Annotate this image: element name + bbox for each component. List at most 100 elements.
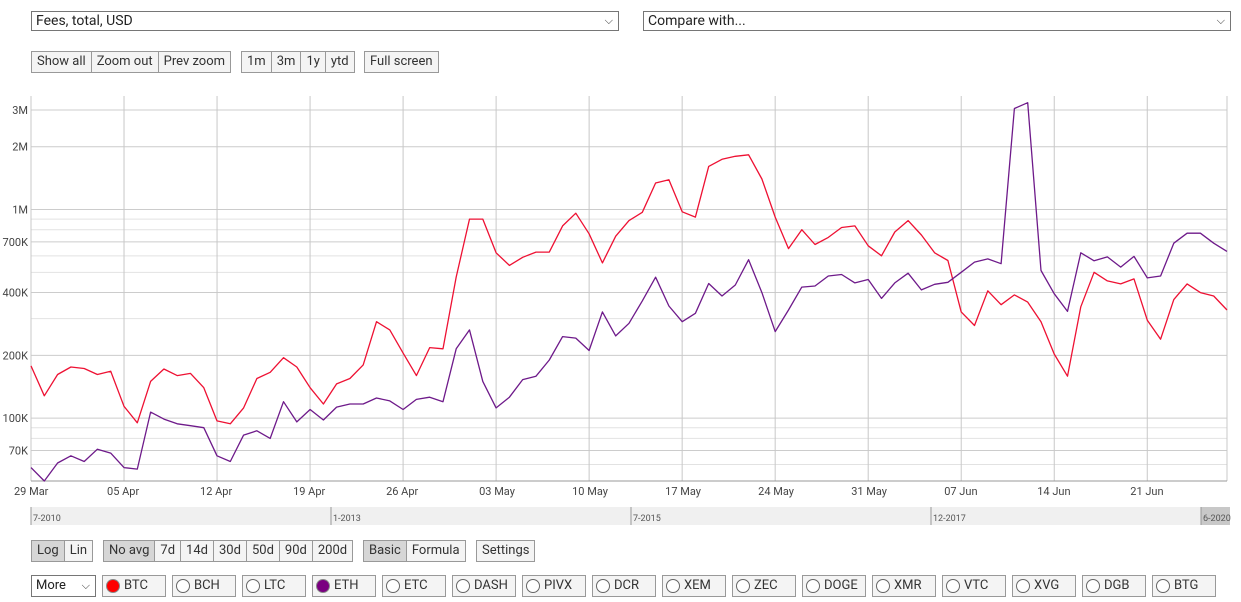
- x-tick-label: 17 May: [665, 485, 702, 498]
- more-select[interactable]: More ⌵: [31, 575, 96, 597]
- coin-toggle-vtc[interactable]: VTC: [942, 575, 1006, 597]
- radio-circle-icon: [1086, 579, 1100, 593]
- navigator-selection-handle[interactable]: [1201, 507, 1230, 525]
- coin-toggle-eth[interactable]: ETH: [312, 575, 376, 597]
- coin-toggle-doge[interactable]: DOGE: [802, 575, 866, 597]
- radio-circle-icon: [666, 579, 680, 593]
- coin-label: DCR: [614, 578, 640, 593]
- range-ytd-button[interactable]: ytd: [324, 51, 355, 73]
- coin-toggle-dcr[interactable]: DCR: [592, 575, 656, 597]
- radio-circle-icon: [1156, 579, 1170, 593]
- settings-button[interactable]: Settings: [476, 540, 536, 562]
- chart-grid: [30, 96, 1228, 482]
- fees-line-chart[interactable]: 3M 2M 1M 700K 400K 200K 100K 70K 29 Mar 05 Apr 12…: [0, 0, 1241, 530]
- fullscreen-group: Full screen: [364, 51, 439, 73]
- x-tick-label: 24 May: [758, 485, 795, 498]
- avg-30d-button[interactable]: 30d: [213, 540, 247, 562]
- zoom-button-group: Show all Zoom out Prev zoom: [31, 51, 232, 73]
- compare-select-value: Compare with...: [648, 13, 746, 29]
- x-tick-label: 31 May: [851, 485, 888, 498]
- x-tick-label: 12 Apr: [200, 485, 232, 498]
- radio-circle-icon: [736, 579, 750, 593]
- avg-no-avg-button[interactable]: No avg: [103, 540, 156, 562]
- coin-toggle-btc[interactable]: BTC: [102, 575, 166, 597]
- coin-toggle-ltc[interactable]: LTC: [242, 575, 306, 597]
- navigator-label: 7-2015: [633, 514, 661, 524]
- coin-toggle-zec[interactable]: ZEC: [732, 575, 796, 597]
- x-tick-label: 07 Jun: [944, 485, 977, 498]
- coin-toggle-dash[interactable]: DASH: [452, 575, 516, 597]
- scale-log-button[interactable]: Log: [31, 540, 65, 562]
- coin-label: DASH: [474, 578, 508, 593]
- x-axis-labels: 29 Mar 05 Apr 12 Apr 19 Apr 26 Apr 03 May 10 M…: [14, 485, 1164, 498]
- avg-14d-button[interactable]: 14d: [180, 540, 214, 562]
- coin-toggle-xmr[interactable]: XMR: [872, 575, 936, 597]
- radio-circle-icon: [246, 579, 260, 593]
- compare-select[interactable]: Compare with... ⌵: [643, 11, 1231, 31]
- radio-circle-icon: [1016, 579, 1030, 593]
- coin-label: XEM: [684, 578, 711, 593]
- scale-lin-button[interactable]: Lin: [63, 540, 94, 562]
- avg-200d-button[interactable]: 200d: [311, 540, 354, 562]
- show-all-button[interactable]: Show all: [31, 51, 92, 73]
- radio-circle-icon: [386, 579, 400, 593]
- navigator-label: 1-2013: [333, 514, 361, 524]
- coin-toggle-bch[interactable]: BCH: [172, 575, 236, 597]
- coin-label: XMR: [894, 578, 922, 593]
- coin-label: BTG: [1174, 578, 1199, 593]
- series-line-0: [30, 154, 1228, 425]
- mode-button-group: Basic Formula: [363, 540, 466, 562]
- radio-circle-icon: [806, 579, 820, 593]
- metric-select[interactable]: Fees, total, USD ⌵: [31, 11, 619, 31]
- coin-toggle-xem[interactable]: XEM: [662, 575, 726, 597]
- radio-circle-icon: [176, 579, 190, 593]
- avg-7d-button[interactable]: 7d: [154, 540, 182, 562]
- y-tick-label: 70K: [9, 445, 28, 458]
- coin-toggle-btg[interactable]: BTG: [1152, 575, 1216, 597]
- prev-zoom-button[interactable]: Prev zoom: [157, 51, 232, 73]
- x-tick-label: 19 Apr: [293, 485, 325, 498]
- mode-formula-button[interactable]: Formula: [405, 540, 466, 562]
- x-tick-label: 29 Mar: [14, 485, 49, 498]
- avg-50d-button[interactable]: 50d: [245, 540, 280, 562]
- full-screen-button[interactable]: Full screen: [364, 51, 439, 73]
- coin-label: PIVX: [544, 578, 573, 593]
- x-tick-label: 03 May: [479, 485, 516, 498]
- navigator-label: 7-2010: [33, 514, 61, 524]
- coin-label: ETC: [404, 578, 428, 593]
- y-tick-label: 2M: [12, 141, 28, 154]
- coin-label: DOGE: [824, 578, 858, 593]
- coin-toggle-etc[interactable]: ETC: [382, 575, 446, 597]
- y-axis-labels: 3M 2M 1M 700K 400K 200K 100K 70K: [3, 104, 29, 458]
- navigator-label: 12-2017: [933, 514, 966, 524]
- scale-button-group: Log Lin: [31, 540, 94, 562]
- x-tick-label: 14 Jun: [1037, 485, 1070, 498]
- navigator-label: 6-2020: [1203, 514, 1231, 524]
- y-tick-label: 400K: [3, 287, 29, 300]
- radio-circle-icon: [106, 579, 120, 593]
- coin-label: DGB: [1104, 578, 1130, 593]
- radio-circle-icon: [526, 579, 540, 593]
- mode-basic-button[interactable]: Basic: [363, 540, 407, 562]
- range-3m-button[interactable]: 3m: [270, 51, 302, 73]
- coin-toggle-dgb[interactable]: DGB: [1082, 575, 1146, 597]
- x-tick-label: 21 Jun: [1130, 485, 1163, 498]
- y-tick-label: 100K: [3, 412, 29, 425]
- chevron-down-icon: ⌵: [604, 14, 613, 27]
- range-navigator[interactable]: 7-2010 1-2013 7-2015 12-2017 6-2020: [30, 507, 1231, 525]
- coin-label: LTC: [264, 578, 286, 593]
- x-tick-label: 10 May: [572, 485, 609, 498]
- range-1y-button[interactable]: 1y: [300, 51, 326, 73]
- radio-circle-icon: [946, 579, 960, 593]
- coin-toggle-xvg[interactable]: XVG: [1012, 575, 1076, 597]
- y-tick-label: 3M: [12, 104, 28, 117]
- avg-90d-button[interactable]: 90d: [278, 540, 313, 562]
- zoom-out-button[interactable]: Zoom out: [90, 51, 159, 73]
- more-select-value: More: [36, 578, 66, 593]
- y-tick-label: 1M: [12, 204, 28, 217]
- x-tick-label: 26 Apr: [386, 485, 418, 498]
- coin-toggle-pivx[interactable]: PIVX: [522, 575, 586, 597]
- avg-button-group: No avg 7d 14d 30d 50d 90d 200d: [103, 540, 354, 562]
- y-tick-label: 200K: [3, 349, 29, 362]
- chart-series: [30, 102, 1228, 482]
